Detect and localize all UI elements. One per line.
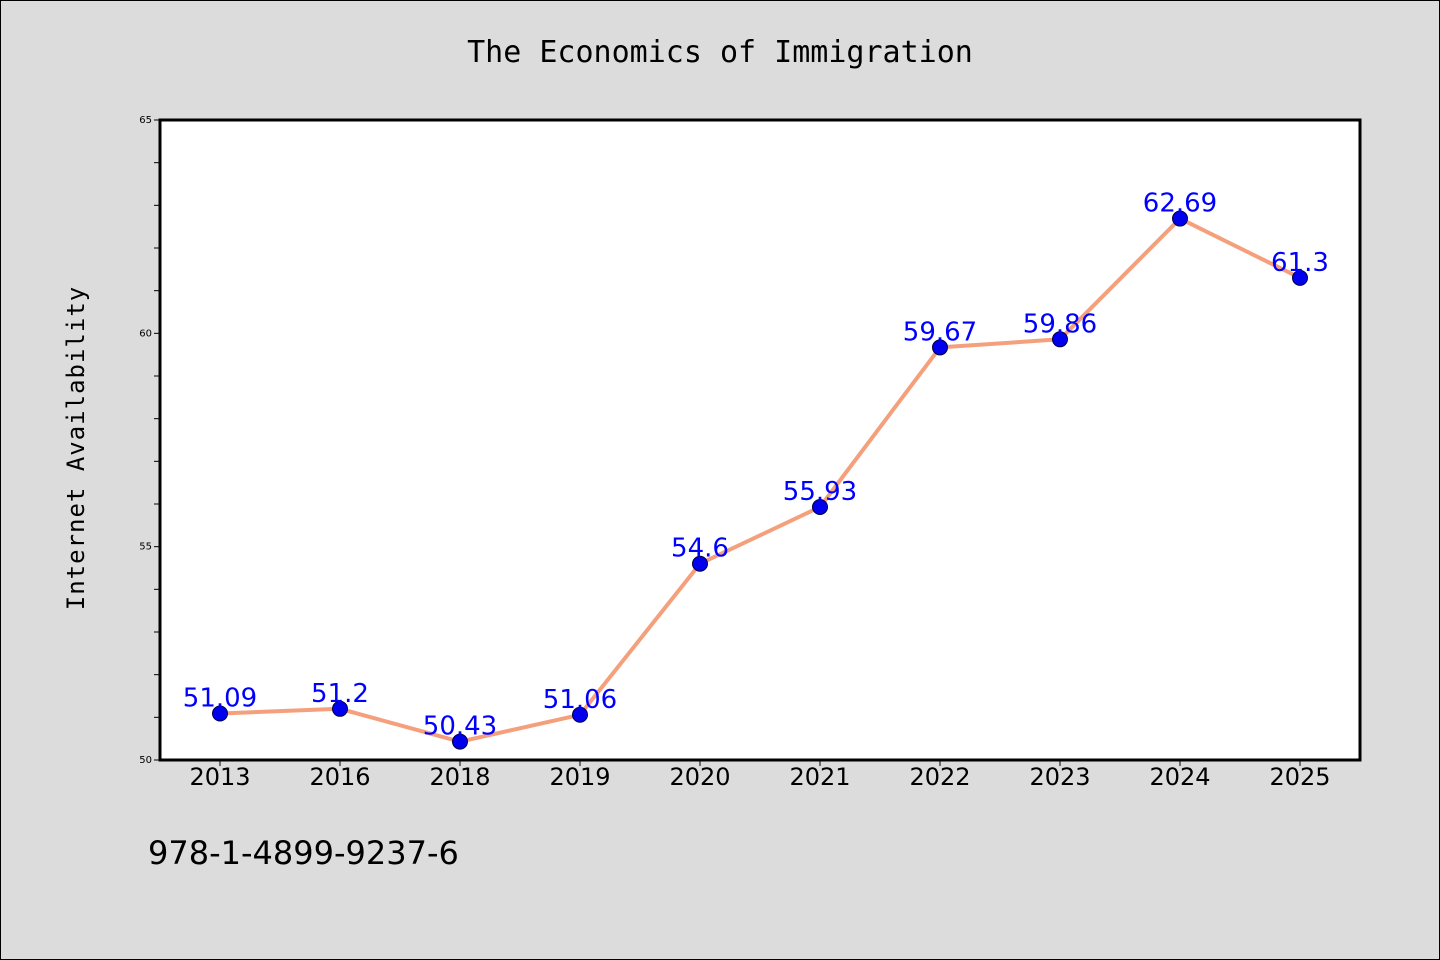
y-tick-label: 65 xyxy=(139,115,152,126)
data-labels: 51.09 51.2 50.43 51.06 54.6 55.93 59.67 59.86 62… xyxy=(183,189,1329,742)
x-tick-label: 2018 xyxy=(429,763,490,791)
x-tick-label: 2013 xyxy=(189,763,250,791)
x-axis: 2013 2016 2018 2019 2020 2021 2022 2023 2024 2025 xyxy=(189,760,1331,791)
data-label: 51.06 xyxy=(543,685,617,715)
data-label: 62.69 xyxy=(1143,189,1217,219)
y-tick-label: 55 xyxy=(139,542,152,553)
x-tick-label: 2020 xyxy=(669,763,730,791)
series-line xyxy=(218,216,1302,744)
data-label: 51.09 xyxy=(183,683,257,713)
x-tick-label: 2025 xyxy=(1269,763,1330,791)
data-label: 51.2 xyxy=(311,679,369,709)
y-tick-label: 50 xyxy=(139,755,152,766)
data-point xyxy=(212,705,228,722)
plot-frame xyxy=(158,118,1362,762)
data-point xyxy=(932,339,948,356)
data-label: 59.67 xyxy=(903,317,977,347)
data-label: 50.43 xyxy=(423,712,497,742)
x-tick-label: 2024 xyxy=(1149,763,1210,791)
data-point xyxy=(332,700,348,717)
data-label: 61.3 xyxy=(1271,248,1329,278)
data-label: 54.6 xyxy=(671,534,729,564)
data-series xyxy=(212,210,1308,750)
x-tick-label: 2022 xyxy=(909,763,970,791)
x-tick-label: 2019 xyxy=(549,763,610,791)
isbn-text: 978-1-4899-9237-6 xyxy=(148,834,459,872)
data-point xyxy=(1292,269,1308,286)
data-label: 59.86 xyxy=(1023,309,1097,339)
data-point xyxy=(572,706,588,723)
x-tick-label: 2016 xyxy=(309,763,370,791)
y-axis-label: Internet Availability xyxy=(62,286,90,610)
data-point xyxy=(692,555,708,572)
data-point xyxy=(1052,331,1068,348)
y-tick-label: 60 xyxy=(139,328,152,339)
plot-area xyxy=(160,120,1360,760)
chart-title: The Economics of Immigration xyxy=(467,35,973,70)
data-label: 55.93 xyxy=(783,477,857,507)
data-point xyxy=(812,498,828,515)
data-point xyxy=(452,733,468,750)
data-point xyxy=(1172,210,1188,227)
x-tick-label: 2021 xyxy=(789,763,850,791)
x-tick-label: 2023 xyxy=(1029,763,1090,791)
